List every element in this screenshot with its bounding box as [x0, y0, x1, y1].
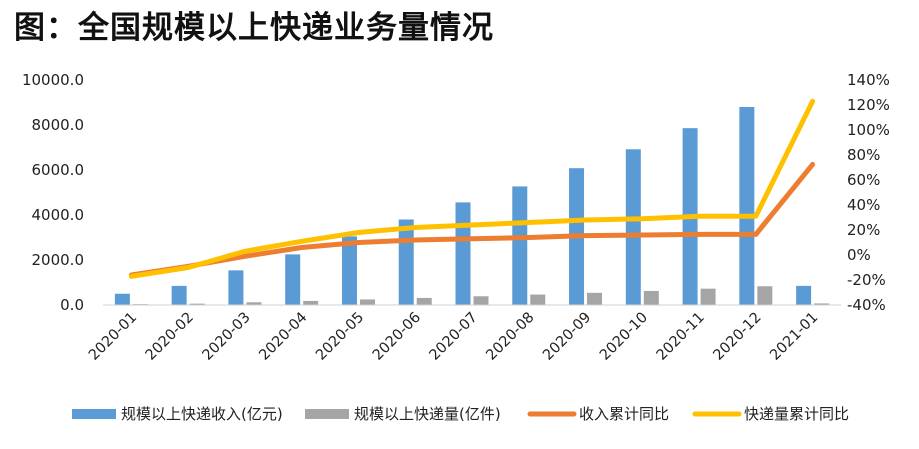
revenue-bar: [796, 285, 812, 305]
category-label: 2020-04: [256, 310, 310, 364]
volume-bar: [814, 303, 830, 305]
legend-label: 收入累计同比: [579, 405, 669, 423]
legend-revenue: 规模以上快递收入(亿元): [72, 405, 283, 423]
volume-bar: [643, 290, 659, 305]
line-series: [128, 98, 816, 279]
legend-swatch: [305, 409, 349, 419]
category-label: 2020-11: [654, 310, 708, 364]
left-tick-label: 6000.0: [32, 161, 85, 179]
volume-bar: [473, 296, 489, 305]
right-tick-label: 60%: [847, 171, 880, 189]
category-label: 2021-01: [767, 310, 821, 364]
volume-bar: [359, 299, 375, 305]
category-label: 2020-06: [370, 310, 424, 364]
revenue-bar: [739, 107, 755, 305]
category-label: 2020-02: [143, 310, 197, 364]
revenue-bar: [455, 202, 471, 305]
legend-revenue-yoy: 收入累计同比: [527, 405, 669, 423]
left-tick-label: 0.0: [60, 296, 84, 314]
right-tick-label: -20%: [847, 271, 886, 289]
category-label: 2020-03: [200, 310, 254, 364]
revenue-bar: [228, 270, 244, 305]
revenue-bar: [171, 285, 187, 305]
right-tick-label: 140%: [847, 71, 890, 89]
revenue-yoy-line: [128, 161, 816, 278]
legend-label: 规模以上快递收入(亿元): [121, 405, 283, 423]
volume-bar: [303, 300, 319, 305]
revenue-bar: [114, 293, 130, 305]
right-tick-label: 100%: [847, 121, 890, 139]
x-axis: 2020-01 2020-02 2020-03 2020-04 2020-05 2020-…: [86, 310, 821, 364]
volume-bar: [700, 288, 716, 305]
category-label: 2020-07: [427, 310, 481, 364]
volume-bar: [757, 286, 773, 305]
right-tick-label: 120%: [847, 96, 890, 114]
bar-series: [114, 107, 830, 305]
category-label: 2020-08: [483, 310, 537, 364]
volume-bar: [530, 294, 546, 305]
revenue-bar: [398, 219, 414, 305]
revenue-bar: [625, 149, 641, 305]
legend-volume-yoy: 快递量累计同比: [692, 405, 849, 423]
category-label: 2020-12: [711, 310, 765, 364]
right-tick-label: 40%: [847, 196, 880, 214]
category-label: 2020-01: [86, 310, 140, 364]
right-tick-label: 20%: [847, 221, 880, 239]
right-tick-label: 80%: [847, 146, 880, 164]
left-tick-label: 2000.0: [32, 251, 85, 269]
left-axis: 0.0 2000.0 4000.0 6000.0 8000.0 10000.0: [22, 71, 84, 314]
volume-bar: [246, 302, 262, 305]
legend-label: 快递量累计同比: [744, 405, 849, 423]
legend-swatch: [72, 409, 116, 419]
left-tick-label: 8000.0: [32, 116, 85, 134]
right-axis: -40% -20% 0% 20% 40% 60% 80% 100% 120% 140%: [847, 71, 890, 314]
right-tick-label: 0%: [847, 246, 871, 264]
revenue-bar: [285, 254, 301, 305]
category-label: 2020-10: [597, 310, 651, 364]
revenue-bar: [341, 236, 357, 305]
left-tick-label: 4000.0: [32, 206, 85, 224]
category-label: 2020-09: [540, 310, 594, 364]
page-title: 图：全国规模以上快递业务量情况: [14, 10, 494, 46]
left-tick-label: 10000.0: [22, 71, 84, 89]
volume-bar: [587, 292, 603, 305]
legend: 规模以上快递收入(亿元) 规模以上快递量(亿件) 收入累计同比 快递量累计同比: [72, 405, 849, 423]
legend-volume: 规模以上快递量(亿件): [305, 405, 501, 423]
revenue-bar: [512, 186, 528, 305]
volume-yoy-line: [128, 98, 816, 279]
right-tick-label: -40%: [847, 296, 886, 314]
category-label: 2020-05: [313, 310, 367, 364]
volume-bar: [416, 297, 432, 305]
volume-bar: [189, 303, 205, 305]
legend-label: 规模以上快递量(亿件): [354, 405, 501, 423]
